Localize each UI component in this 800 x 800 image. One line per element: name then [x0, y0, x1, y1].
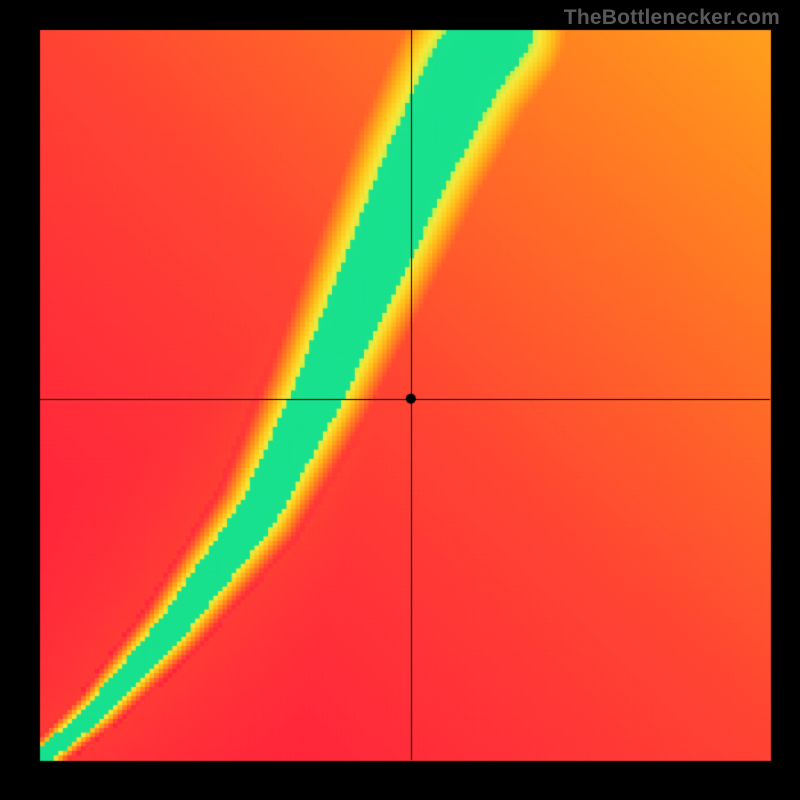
heatmap-plot	[0, 0, 800, 800]
watermark-text: TheBottlenecker.com	[564, 6, 780, 30]
